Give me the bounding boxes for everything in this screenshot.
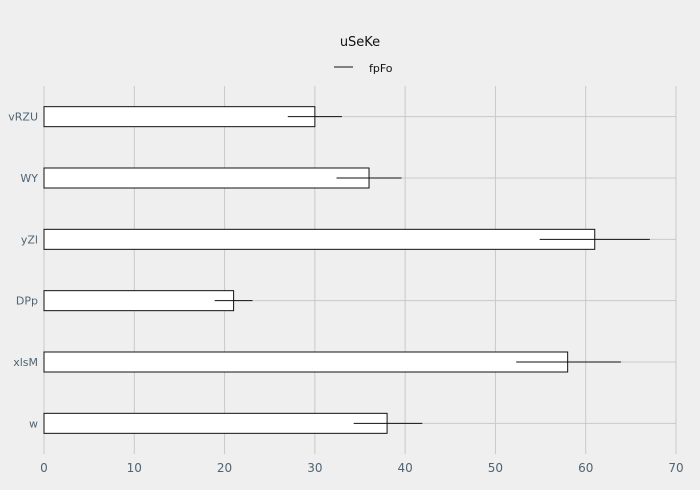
y-tick-label-1: xlsM xyxy=(13,356,38,369)
bar-4 xyxy=(43,167,370,189)
gridlines xyxy=(43,86,677,454)
y-tick-label-5: vRZU xyxy=(8,111,38,124)
y-tick-label-3: yZl xyxy=(21,233,38,246)
y-axis: w xlsM DPp yZl WY vRZU xyxy=(8,111,38,431)
bar-1 xyxy=(43,351,569,373)
x-tick-label-0: 0 xyxy=(40,461,48,475)
x-tick-label-20: 20 xyxy=(217,461,232,475)
y-tick-label-4: WY xyxy=(20,172,38,185)
legend: fpFo xyxy=(334,62,393,75)
bar-5 xyxy=(43,106,316,128)
x-tick-label-60: 60 xyxy=(578,461,593,475)
x-tick-label-50: 50 xyxy=(488,461,503,475)
x-tick-label-10: 10 xyxy=(127,461,142,475)
x-tick-label-40: 40 xyxy=(398,461,413,475)
y-tick-label-0: w xyxy=(29,417,38,430)
bar-2 xyxy=(43,290,235,312)
bar-0 xyxy=(43,412,388,434)
bars xyxy=(43,106,650,434)
x-tick-label-30: 30 xyxy=(307,461,322,475)
y-tick-label-2: DPp xyxy=(16,295,38,308)
x-axis: 0 10 20 30 40 50 60 70 xyxy=(40,461,683,475)
chart-title: uSeKe xyxy=(340,35,380,50)
legend-label: fpFo xyxy=(369,62,393,75)
x-tick-label-70: 70 xyxy=(668,461,683,475)
bar-3 xyxy=(43,228,596,250)
